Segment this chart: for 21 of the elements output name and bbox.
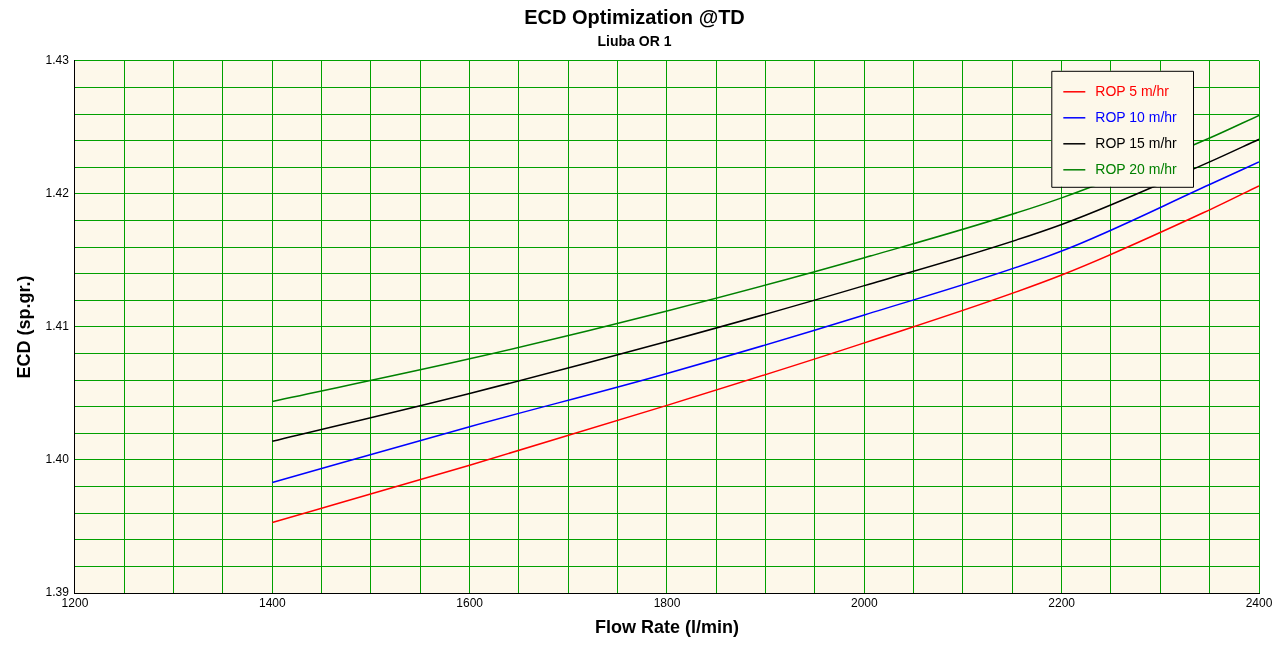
x-tick-label: 2000 (850, 595, 878, 610)
legend-label: ROP 15 m/hr (1095, 134, 1178, 151)
y-tick-label: 1.43 (45, 53, 70, 68)
x-axis-title: Flow Rate (l/min) (594, 617, 739, 638)
x-tick-label: 2400 (1245, 595, 1273, 610)
x-tick-label: 1400 (258, 595, 286, 610)
y-tick-label: 1.40 (45, 452, 70, 467)
x-tick-label: 1600 (456, 595, 484, 610)
y-tick-label: 1.42 (45, 186, 70, 201)
legend-label: ROP 5 m/hr (1095, 82, 1170, 99)
x-tick-label: 1800 (653, 595, 681, 610)
x-tick-label: 1200 (61, 595, 89, 610)
line-series (271, 185, 1259, 524)
y-axis-title: ECD (sp.gr.) (13, 275, 34, 379)
x-tick-label: 2200 (1048, 595, 1076, 610)
line-series (271, 161, 1259, 484)
legend-label: ROP 20 m/hr (1095, 160, 1178, 177)
chart-subtitle: Liuba OR 1 (597, 33, 672, 50)
legend-label: ROP 10 m/hr (1095, 108, 1178, 125)
y-tick-label: 1.41 (45, 319, 70, 334)
chart-title: ECD Optimization @TD (524, 5, 745, 28)
